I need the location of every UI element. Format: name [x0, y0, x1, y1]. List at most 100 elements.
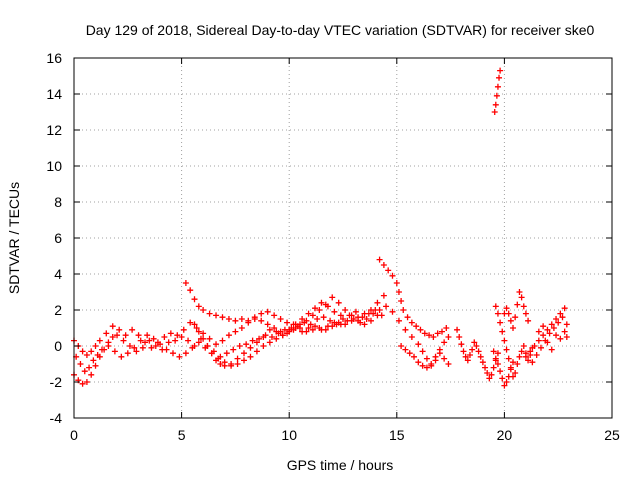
data-point [180, 326, 187, 333]
data-point [247, 353, 254, 360]
data-point [337, 312, 344, 319]
data-point [191, 296, 198, 303]
data-point [206, 335, 213, 342]
y-tick-label: -2 [50, 374, 63, 390]
data-point [430, 334, 437, 340]
data-point [441, 355, 448, 362]
data-point [260, 343, 267, 349]
data-point [167, 330, 174, 337]
data-point [277, 316, 284, 322]
data-point [148, 344, 155, 351]
data-point [443, 325, 450, 331]
data-point [527, 348, 534, 355]
axis-ticks: 0 5 10 15 20 25 -4 -2 0 2 4 6 8 10 12 14 16 [46, 50, 620, 443]
data-point [406, 350, 413, 357]
data-point [79, 348, 86, 355]
data-point [496, 74, 503, 81]
data-point [553, 332, 560, 339]
data-point [516, 289, 523, 295]
data-point [284, 319, 291, 326]
data-point [221, 362, 228, 369]
data-point [118, 353, 125, 360]
data-point [195, 339, 202, 346]
x-tick-label: 0 [70, 427, 78, 443]
data-point [507, 366, 514, 373]
data-point [258, 317, 265, 324]
data-point [195, 328, 202, 335]
data-point [245, 317, 252, 324]
data-point [505, 310, 512, 317]
data-point [176, 353, 183, 360]
data-point [264, 321, 271, 328]
y-tick-label: 14 [46, 86, 62, 102]
data-point [309, 326, 316, 333]
data-point [236, 343, 243, 349]
data-point [232, 328, 239, 335]
data-point [395, 317, 402, 324]
data-point [525, 357, 532, 364]
data-point [486, 375, 493, 382]
data-point [482, 364, 489, 371]
data-point [361, 310, 368, 317]
series-track-l [522, 305, 570, 366]
data-point [225, 332, 232, 339]
data-point [329, 323, 336, 330]
data-point [131, 344, 138, 351]
series-track-m [491, 67, 504, 115]
data-point [219, 314, 226, 321]
data-point [456, 334, 463, 340]
y-axis-label: SDTVAR / TECUs [6, 182, 22, 294]
data-point [273, 335, 280, 342]
data-point [454, 326, 461, 333]
data-point [426, 332, 433, 339]
data-point [408, 334, 415, 340]
data-point [533, 352, 540, 358]
data-point [90, 357, 97, 364]
data-point [83, 352, 90, 358]
data-point [548, 346, 555, 353]
y-tick-label: 10 [46, 158, 62, 174]
data-point [423, 364, 430, 371]
data-point [555, 319, 562, 326]
data-point [135, 332, 142, 339]
data-point [518, 294, 525, 301]
data-point [503, 379, 510, 385]
data-point [518, 348, 525, 355]
y-tick-label: 2 [54, 302, 62, 318]
data-point [494, 361, 501, 367]
data-point [264, 308, 271, 315]
data-point [497, 368, 504, 375]
data-point [266, 326, 273, 333]
data-point [133, 348, 140, 355]
x-tick-label: 5 [178, 427, 186, 443]
series-track-d [182, 280, 387, 335]
data-point [540, 332, 547, 339]
data-point [146, 337, 153, 344]
data-point [305, 325, 312, 331]
data-point [96, 337, 103, 344]
data-point [423, 355, 430, 362]
data-point [208, 350, 215, 357]
data-point [510, 325, 517, 331]
data-point [213, 341, 220, 348]
y-tick-label: 16 [46, 50, 62, 66]
data-point [258, 310, 265, 317]
data-point [187, 319, 194, 326]
data-point [505, 355, 512, 362]
data-point [314, 316, 321, 322]
data-point [185, 337, 192, 344]
data-point [415, 341, 422, 348]
data-point [497, 67, 504, 74]
data-point [514, 301, 521, 308]
data-point [126, 343, 133, 349]
x-tick-label: 15 [389, 427, 405, 443]
data-point [546, 330, 553, 337]
data-point [374, 312, 381, 319]
data-point [189, 344, 196, 351]
x-axis-label: GPS time / hours [287, 457, 394, 473]
data-point [88, 348, 95, 355]
data-point [393, 280, 400, 286]
data-point [525, 317, 532, 324]
data-point [458, 341, 465, 348]
data-point [460, 348, 467, 355]
